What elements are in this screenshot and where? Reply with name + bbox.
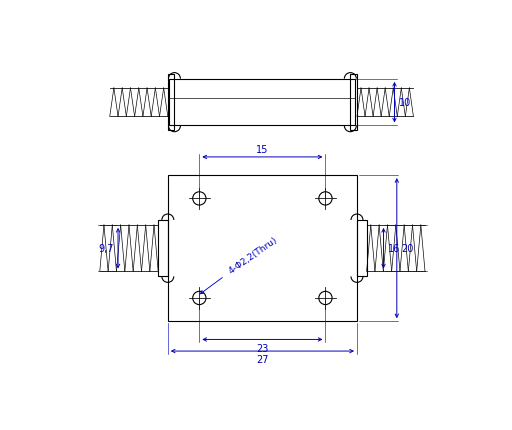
Text: 20: 20 [401, 244, 413, 254]
Text: 15: 15 [256, 144, 269, 154]
Text: 9,7: 9,7 [98, 244, 114, 254]
Bar [168, 176, 357, 322]
Text: 23: 23 [256, 343, 269, 353]
Text: 10: 10 [398, 98, 411, 108]
Text: 27: 27 [256, 355, 269, 365]
Bar [168, 75, 175, 131]
Bar [350, 75, 357, 131]
Bar [169, 80, 355, 126]
Bar [158, 221, 168, 277]
Text: 16: 16 [388, 244, 400, 254]
Bar [357, 221, 367, 277]
Text: 4-Φ2,2(Thru): 4-Φ2,2(Thru) [200, 235, 280, 294]
